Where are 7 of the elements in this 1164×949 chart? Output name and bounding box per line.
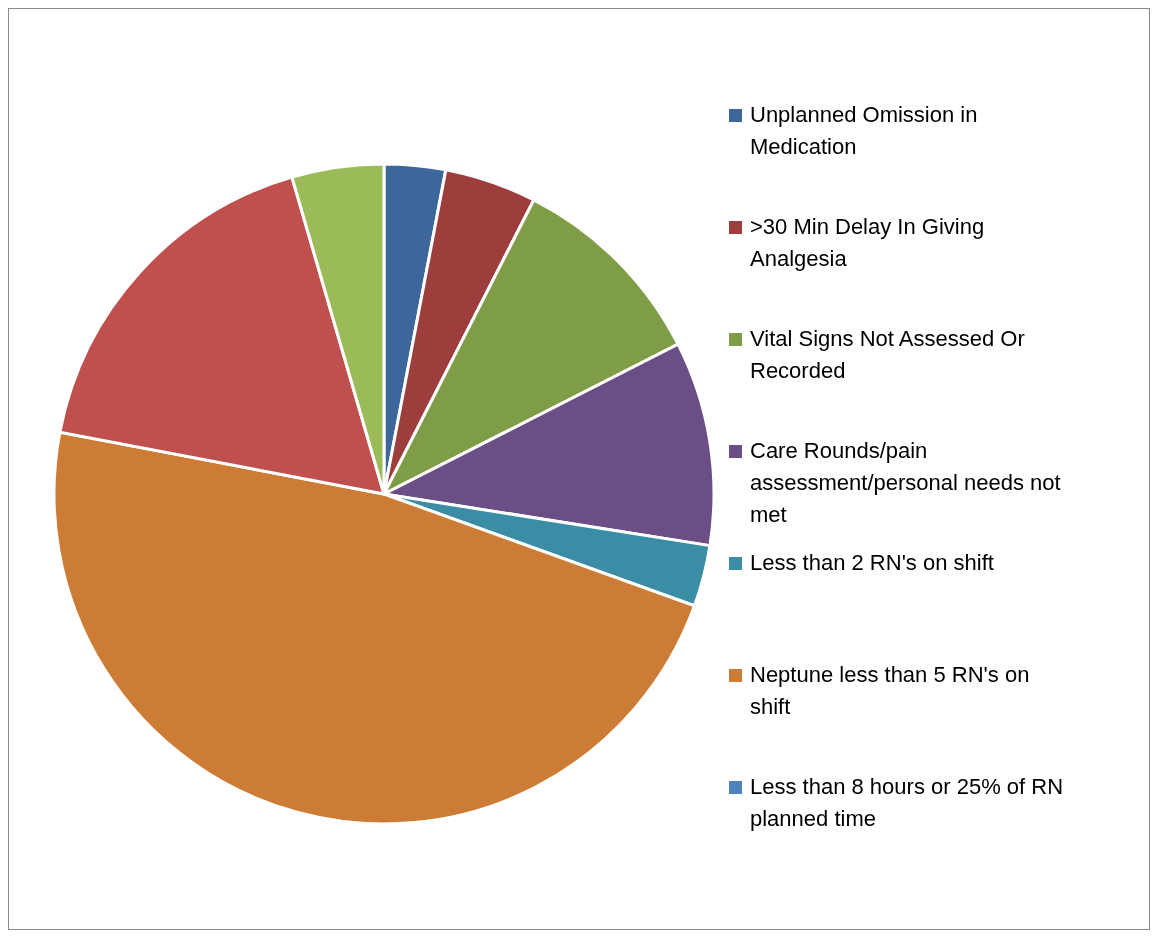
legend-label: Care Rounds/pain assessment/personal needs not met <box>750 437 1062 529</box>
legend-label: Less than 8 hours or 25% of RN planned time <box>750 773 1065 833</box>
legend-label: Neptune less than 5 RN's on shift <box>750 661 1031 721</box>
legend-label: Less than 2 RN's on shift <box>750 549 994 577</box>
legend-label: >30 Min Delay In Giving Analgesia <box>750 213 986 273</box>
legend-label: Vital Signs Not Assessed Or Recorded <box>750 325 1026 385</box>
legend-label: Unplanned Omission in Medication <box>750 101 979 161</box>
